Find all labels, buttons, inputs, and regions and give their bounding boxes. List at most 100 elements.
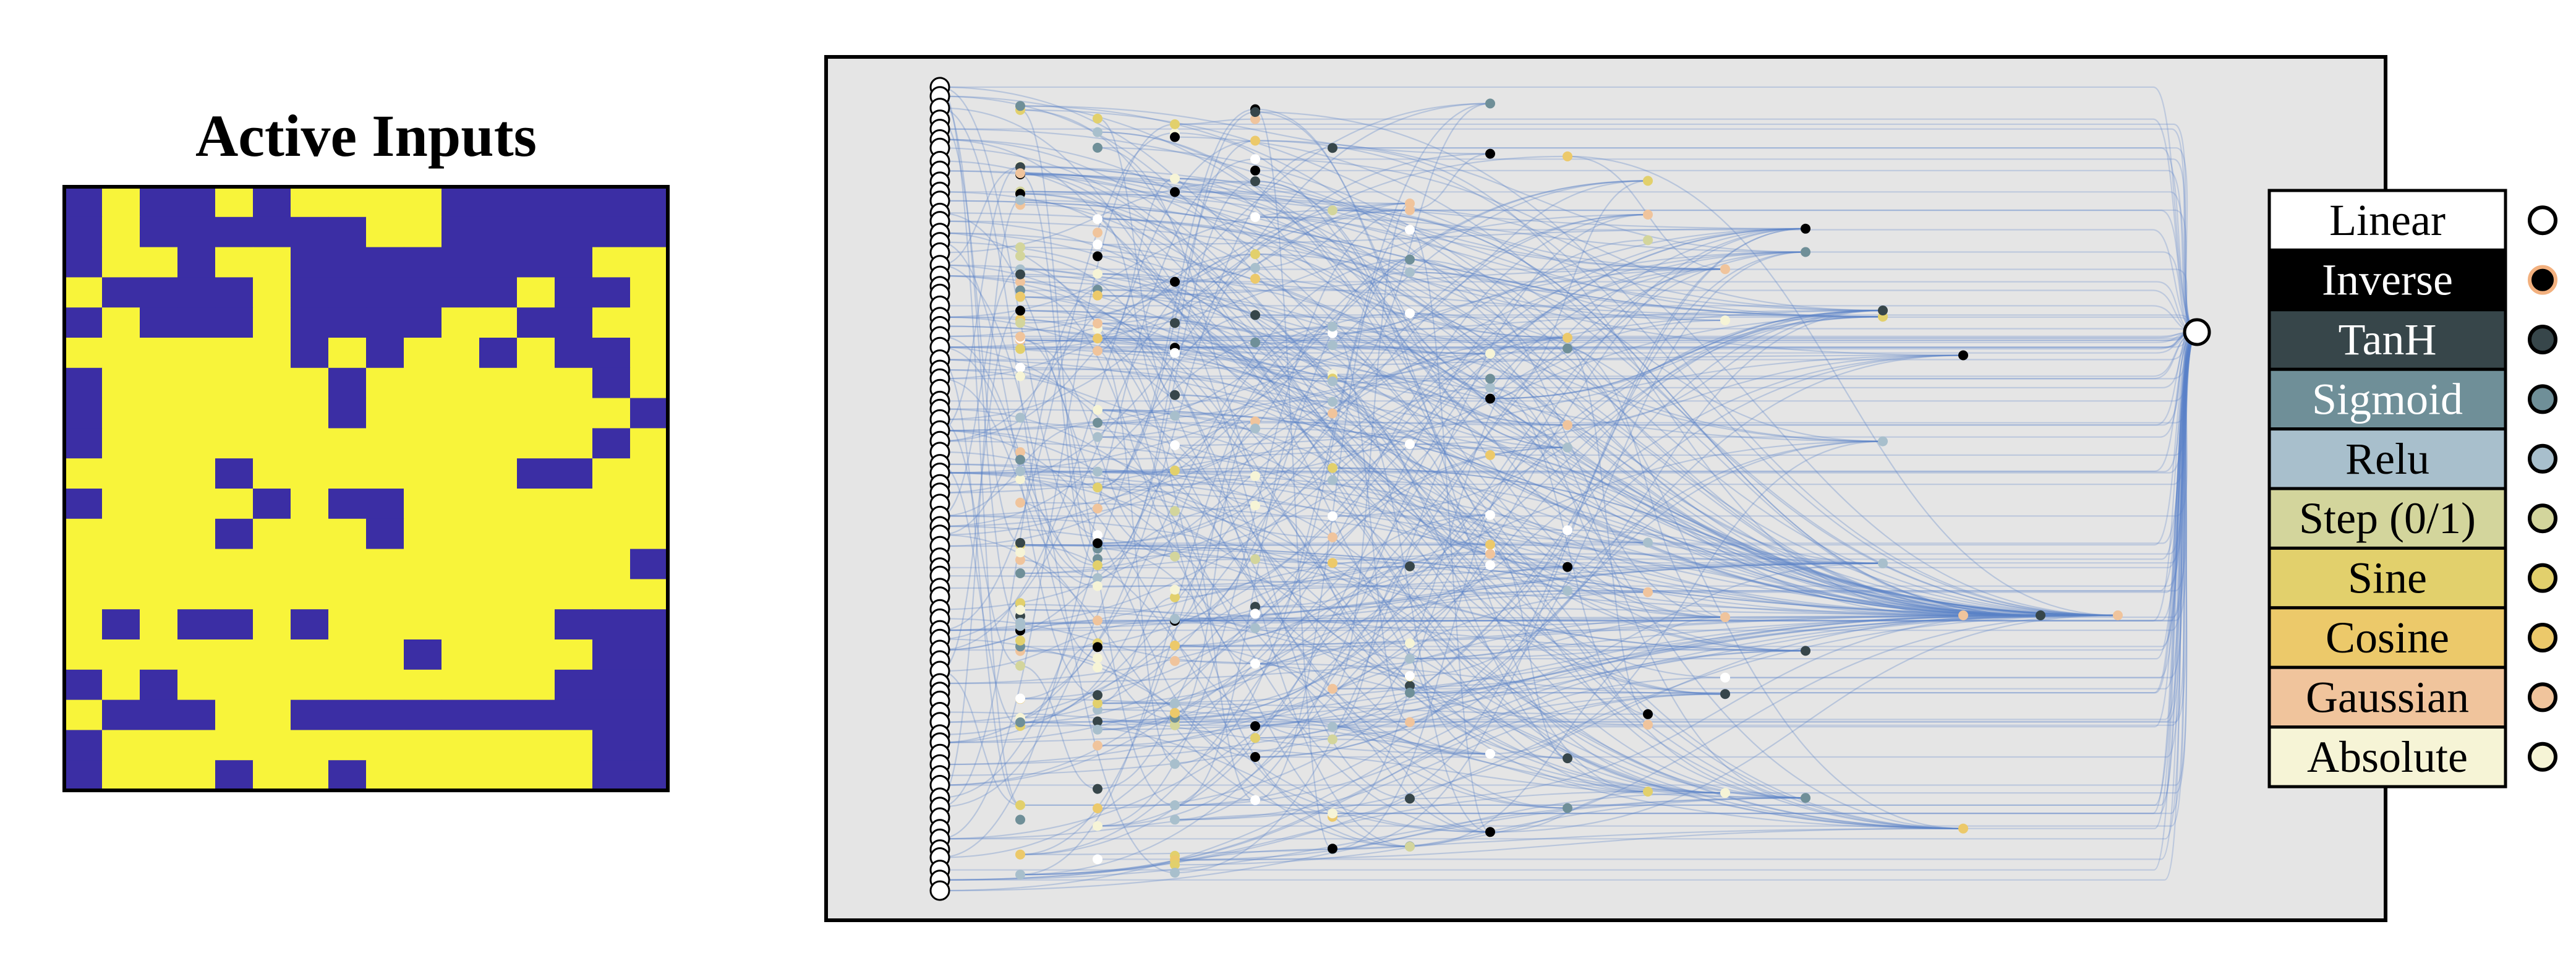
- input-cell: [177, 518, 216, 550]
- hidden-node: [1015, 555, 1025, 565]
- legend-label: Relu: [2345, 434, 2429, 484]
- network-edge: [1648, 331, 2198, 593]
- network-edge: [1410, 331, 2198, 694]
- hidden-node: [1093, 239, 1102, 250]
- hidden-node: [1093, 698, 1102, 709]
- input-cell: [555, 428, 593, 459]
- input-cell: [404, 247, 442, 278]
- hidden-node: [1015, 717, 1025, 727]
- input-cell: [479, 277, 518, 308]
- input-cell: [630, 609, 668, 640]
- network-edge: [1490, 553, 2041, 617]
- network-edge: [1097, 309, 1883, 340]
- input-cell: [517, 639, 555, 670]
- network-edge: [1097, 218, 2118, 617]
- input-cell: [366, 367, 404, 399]
- network-edge: [1097, 350, 1964, 829]
- input-cell: [64, 428, 103, 459]
- input-cell: [366, 307, 404, 338]
- hidden-node: [1170, 440, 1180, 450]
- input-cell: [517, 669, 555, 701]
- network-edge: [1174, 268, 1726, 349]
- hidden-node: [1093, 854, 1102, 865]
- network-edge: [1020, 173, 1410, 211]
- network-edge: [1020, 367, 2041, 617]
- input-cell: [592, 428, 631, 459]
- network-edge: [940, 331, 2198, 786]
- network-edge: [1097, 177, 1175, 352]
- input-cell: [215, 307, 254, 338]
- input-cell: [64, 639, 103, 670]
- network-edge: [1174, 177, 2041, 617]
- input-cell: [328, 639, 367, 670]
- hidden-node: [1015, 497, 1025, 508]
- hidden-node: [1250, 721, 1260, 732]
- network-edge: [1097, 228, 1806, 560]
- network-edge: [1567, 348, 1648, 715]
- input-cell: [328, 307, 367, 338]
- network-edge: [939, 797, 1806, 892]
- network-edge: [1255, 421, 2118, 617]
- network-edge: [1174, 827, 1964, 861]
- network-edge: [1255, 514, 1491, 665]
- network-edge: [1409, 614, 2041, 660]
- input-cell: [140, 247, 178, 278]
- hidden-node: [1015, 661, 1025, 671]
- hidden-node: [1093, 404, 1102, 415]
- hidden-node: [1250, 602, 1260, 612]
- network-edge: [939, 310, 1021, 672]
- input-cell: [102, 307, 140, 338]
- network-edge: [1332, 374, 2041, 617]
- hidden-node: [1563, 803, 1572, 813]
- legend-marker: [2528, 563, 2557, 593]
- input-cell: [555, 760, 593, 791]
- hidden-node: [1170, 708, 1180, 718]
- network-edge: [1333, 331, 2198, 690]
- network-edge: [1332, 378, 1491, 833]
- network-edge: [939, 253, 1256, 640]
- input-cell: [366, 187, 404, 218]
- network-edge: [1255, 663, 1726, 695]
- network-edge: [939, 268, 1021, 517]
- network-edge: [939, 472, 1964, 829]
- network-edge: [1020, 562, 1883, 623]
- network-edge: [939, 139, 1568, 339]
- network-edge: [1097, 409, 1410, 723]
- network-edge: [939, 220, 1964, 356]
- hidden-node: [1015, 621, 1025, 631]
- network-edge: [1020, 173, 1806, 652]
- hidden-node: [1015, 276, 1025, 287]
- hidden-node: [1250, 623, 1260, 633]
- network-edge: [1174, 118, 1256, 125]
- legend-marker: [2528, 742, 2557, 772]
- network-edge: [1255, 663, 1491, 833]
- hidden-node: [1328, 722, 1337, 732]
- input-cell: [177, 398, 216, 429]
- network-edge: [939, 95, 1883, 564]
- network-edge: [1097, 273, 1726, 678]
- hidden-node: [1563, 586, 1572, 596]
- network-edge: [1174, 565, 1410, 622]
- input-cell: [328, 669, 367, 701]
- network-edge: [1020, 105, 1491, 155]
- legend-label: Step (0/1): [2299, 494, 2476, 543]
- network-edge: [1255, 111, 1491, 380]
- network-edge: [939, 212, 1175, 557]
- network-edge: [1175, 331, 2198, 622]
- input-cell: [441, 579, 480, 610]
- network-edge: [1020, 502, 2041, 617]
- input-cell: [630, 699, 668, 730]
- network-edge: [1255, 693, 1726, 739]
- network-edge: [1409, 209, 2118, 617]
- network-edge: [940, 331, 2198, 881]
- hidden-node: [1170, 132, 1180, 142]
- network-edge: [939, 275, 1883, 318]
- network-edge: [939, 790, 1648, 881]
- input-cell: [630, 428, 668, 459]
- network-edge: [940, 331, 2198, 631]
- network-edge: [1097, 181, 1256, 566]
- input-cell: [253, 398, 291, 429]
- network-edge: [1409, 312, 1806, 799]
- input-cell: [592, 579, 631, 610]
- hidden-node: [1170, 390, 1180, 400]
